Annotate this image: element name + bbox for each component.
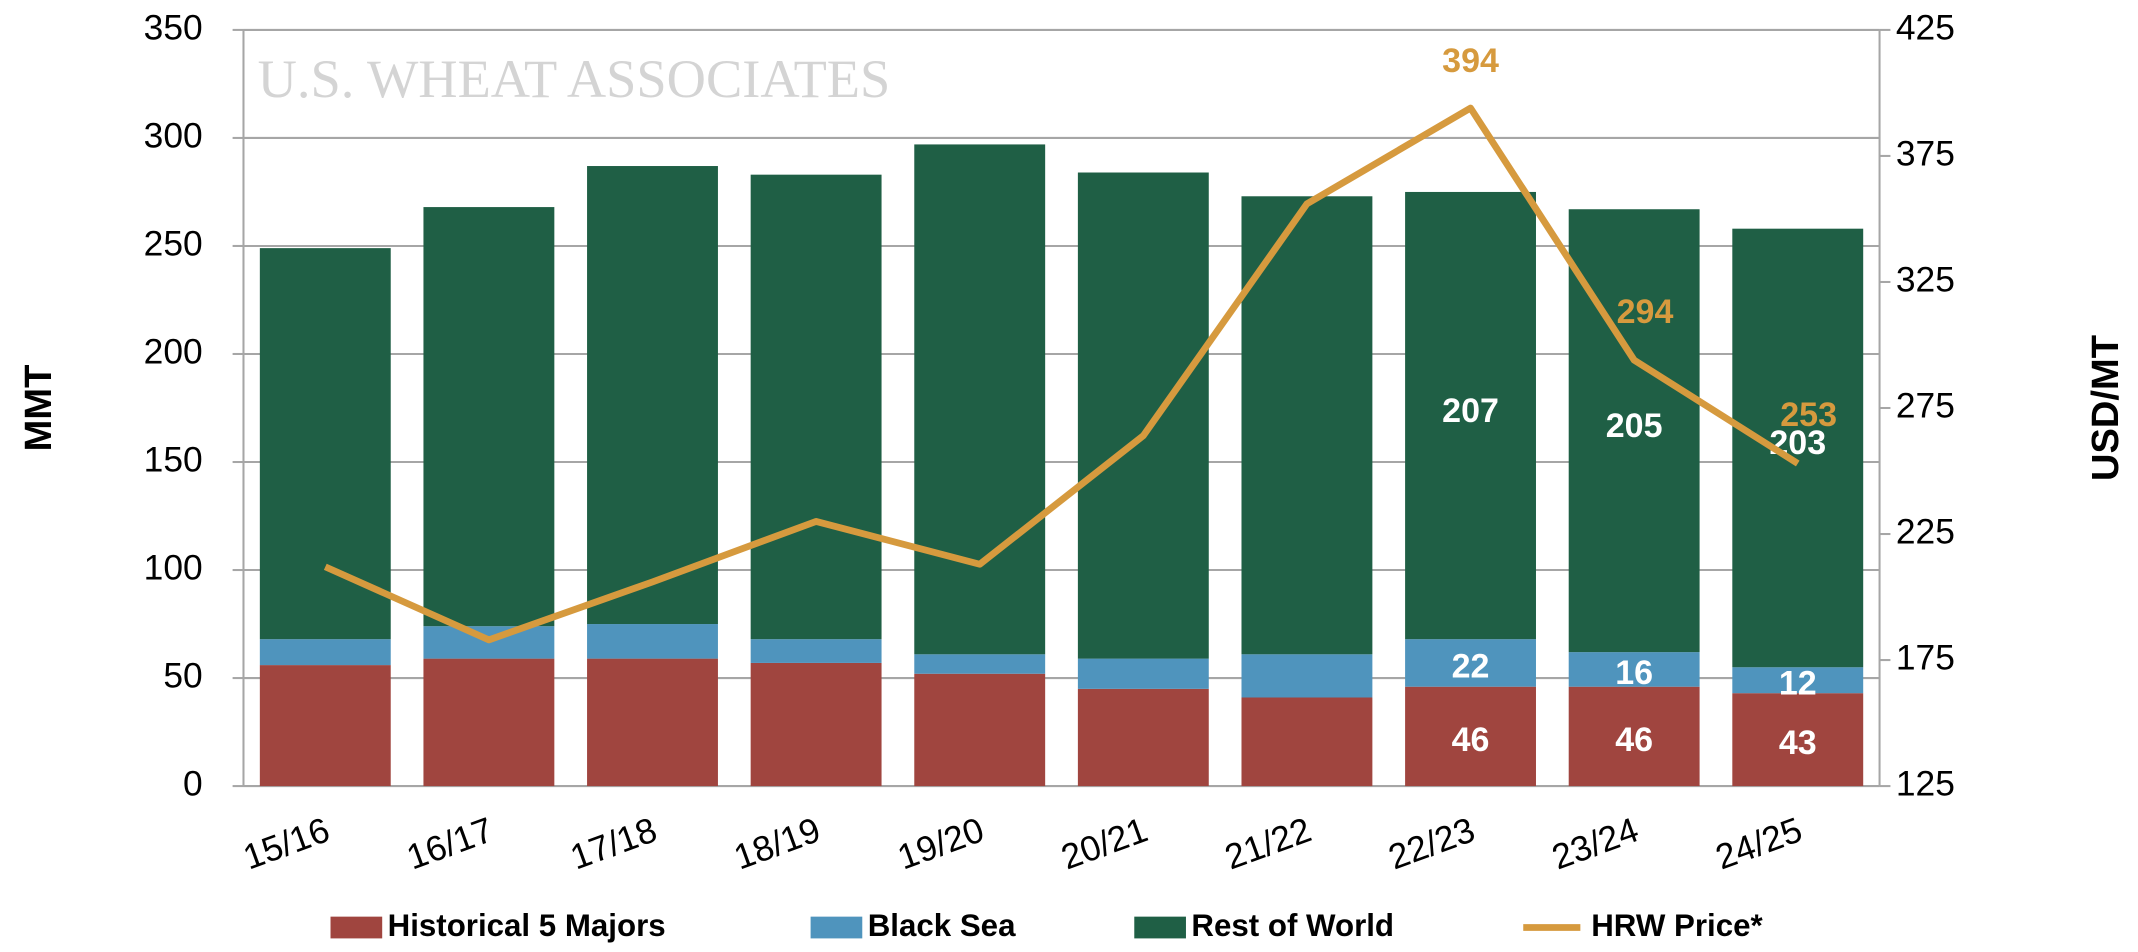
x-tick-label: 17/18 — [565, 810, 662, 877]
price-label: 394 — [1442, 42, 1499, 80]
bar-segment — [1732, 667, 1864, 694]
x-tick-label: 22/23 — [1383, 810, 1480, 877]
legend-swatch — [330, 916, 383, 939]
bar-segment — [587, 624, 718, 659]
data-label: 46 — [1615, 721, 1653, 759]
y2-tick-label: 125 — [1896, 764, 1955, 803]
bar-segment — [423, 658, 555, 787]
price-line — [323, 104, 1800, 644]
y-axis-label: MMT — [18, 365, 60, 452]
bar-segment — [914, 654, 1046, 674]
bar-segment — [1568, 652, 1700, 687]
bar-segment — [1077, 688, 1209, 787]
bar-segment — [1241, 196, 1373, 655]
y-tick-label: 200 — [144, 332, 203, 371]
bar-segment — [1405, 639, 1536, 687]
data-label: 46 — [1452, 721, 1490, 759]
legend-swatch — [810, 916, 863, 939]
data-label: 22 — [1452, 647, 1490, 685]
bar-segment — [914, 673, 1046, 787]
price-label: 294 — [1617, 293, 1674, 331]
y-tick-label: 300 — [144, 116, 203, 155]
data-label: 16 — [1615, 654, 1653, 692]
bar-segment — [1405, 191, 1536, 640]
bar-segment — [750, 662, 882, 787]
y2-axis-label: USD/MT — [2085, 335, 2127, 481]
watermark: U.S. WHEAT ASSOCIATES — [258, 49, 891, 109]
y2-tick-label: 225 — [1896, 512, 1955, 551]
bar-segment — [1732, 228, 1864, 668]
legend-label: Rest of World — [1191, 908, 1394, 943]
legend-label: HRW Price* — [1591, 908, 1763, 943]
data-label: 12 — [1779, 665, 1817, 703]
legend-swatch — [1134, 916, 1186, 939]
bar-segment — [750, 174, 882, 640]
x-tick-label: 15/16 — [238, 810, 335, 877]
bar-segment — [1241, 654, 1373, 698]
bar-segment — [750, 639, 882, 663]
data-label: 43 — [1779, 724, 1817, 762]
x-tick-label: 18/19 — [729, 810, 826, 877]
y-tick-label: 250 — [144, 224, 203, 263]
y2-tick-label: 425 — [1896, 8, 1955, 47]
y-tick-label: 100 — [144, 548, 203, 587]
x-tick-label: 16/17 — [402, 810, 499, 877]
y-tick-label: 0 — [183, 764, 203, 803]
y-tick-label: 150 — [144, 440, 203, 479]
bar-segment — [1732, 693, 1864, 787]
x-tick-label: 24/25 — [1711, 810, 1808, 877]
x-tick-label: 19/20 — [893, 810, 990, 877]
x-tick-label: 21/22 — [1220, 810, 1317, 877]
bar-segment — [1405, 686, 1536, 787]
price-label: 253 — [1780, 396, 1837, 434]
y2-tick-label: 375 — [1896, 134, 1955, 173]
bar-segment — [259, 665, 391, 787]
bar-segment — [587, 166, 718, 625]
bar-segment — [587, 658, 718, 787]
bar-segment — [1568, 686, 1700, 787]
bar-segment — [1568, 209, 1700, 653]
bar-segment — [1077, 172, 1209, 659]
legend-label: Black Sea — [868, 908, 1016, 943]
y2-tick-label: 325 — [1896, 260, 1955, 299]
data-label: 207 — [1442, 392, 1499, 430]
y-tick-label: 50 — [163, 656, 202, 695]
x-tick-label: 23/24 — [1547, 810, 1644, 877]
bar-segment — [259, 248, 391, 640]
bar-segment — [259, 639, 391, 666]
legend-label: Historical 5 Majors — [388, 908, 666, 943]
y-tick-label: 350 — [144, 8, 203, 47]
y2-tick-label: 275 — [1896, 386, 1955, 425]
bar-segment — [1241, 697, 1373, 787]
bar-segment — [1077, 658, 1209, 689]
x-tick-label: 20/21 — [1056, 810, 1153, 877]
data-label: 203 — [1769, 424, 1826, 462]
bar-segment — [423, 207, 555, 627]
y2-tick-label: 175 — [1896, 638, 1955, 677]
data-label: 205 — [1606, 407, 1663, 445]
bar-segment — [914, 144, 1046, 655]
